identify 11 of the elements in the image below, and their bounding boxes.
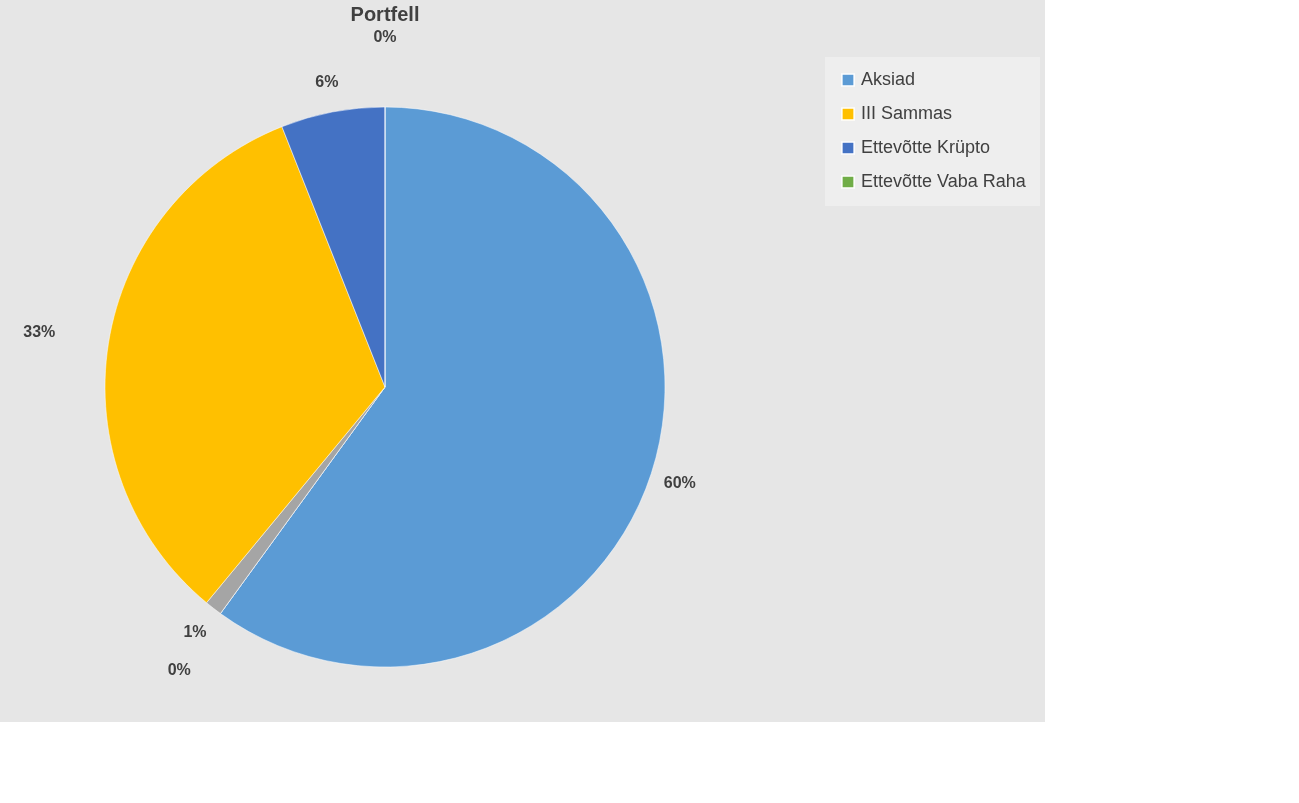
legend-label: Aksiad bbox=[861, 69, 916, 89]
data-label: 60% bbox=[663, 473, 696, 491]
data-label: 1% bbox=[183, 622, 207, 640]
legend-label: Ettevõtte Vaba Raha bbox=[861, 171, 1027, 191]
text: 0% bbox=[167, 661, 191, 679]
data-label: 6% bbox=[315, 73, 339, 91]
legend-label: Ettevõtte Krüpto bbox=[861, 137, 991, 157]
text: 0% bbox=[373, 28, 397, 45]
chart-title: Portfell bbox=[350, 3, 420, 25]
data-label: 33% bbox=[23, 323, 56, 341]
legend-label: III Sammas bbox=[861, 103, 953, 123]
